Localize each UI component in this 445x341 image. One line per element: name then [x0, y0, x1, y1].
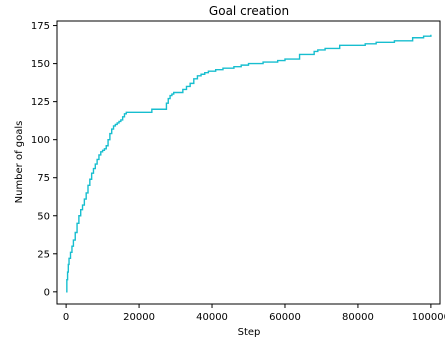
y-axis-label: Number of goals: [14, 121, 25, 204]
y-tick-label: 125: [31, 97, 50, 108]
y-tick-label: 150: [31, 59, 50, 70]
x-axis-label: Step: [238, 327, 261, 338]
chart-title: Goal creation: [209, 4, 289, 18]
y-tick-label: 0: [44, 287, 50, 298]
x-tick-label: 0: [63, 312, 69, 323]
y-axis: 0 25 50 75 100 125 150 175: [31, 21, 57, 298]
x-tick-label: 40000: [196, 312, 228, 323]
plot-frame: [56, 20, 441, 305]
x-tick-label: 80000: [342, 312, 374, 323]
x-tick-label: 20000: [123, 312, 155, 323]
y-tick-label: 175: [31, 21, 50, 32]
y-tick-label: 50: [37, 211, 50, 222]
series-line-goals: [66, 34, 432, 293]
y-tick-label: 75: [37, 173, 50, 184]
y-tick-label: 100: [31, 135, 50, 146]
x-tick-label: 60000: [269, 312, 301, 323]
y-tick-label: 25: [37, 249, 50, 260]
